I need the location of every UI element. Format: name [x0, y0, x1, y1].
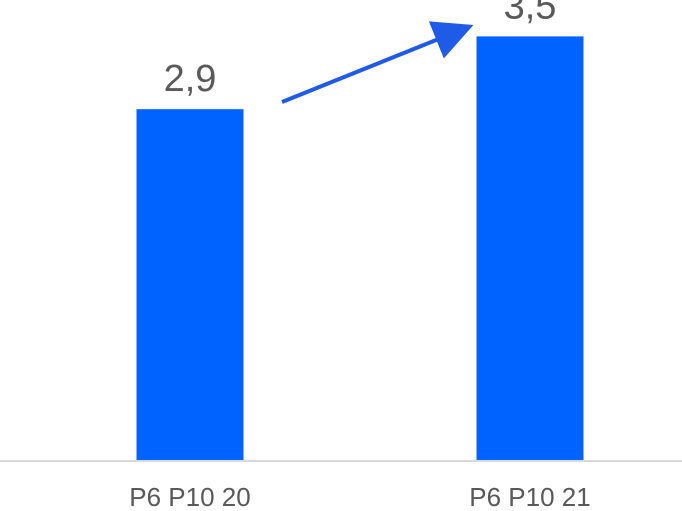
data-label-1: 2,9 [164, 58, 217, 100]
x-tick-label-2: P6 P10 21 [469, 482, 590, 511]
data-label-2: 3,5 [504, 0, 557, 27]
bar-1 [136, 109, 244, 462]
bar-2 [476, 36, 584, 461]
bars-layer [136, 36, 584, 462]
trend-arrow [281, 21, 474, 104]
x-tick-label-1: P6 P10 20 [129, 482, 250, 511]
labels-layer: 2,9 P6 P10 20 3,5 P6 P10 21 [129, 0, 590, 511]
